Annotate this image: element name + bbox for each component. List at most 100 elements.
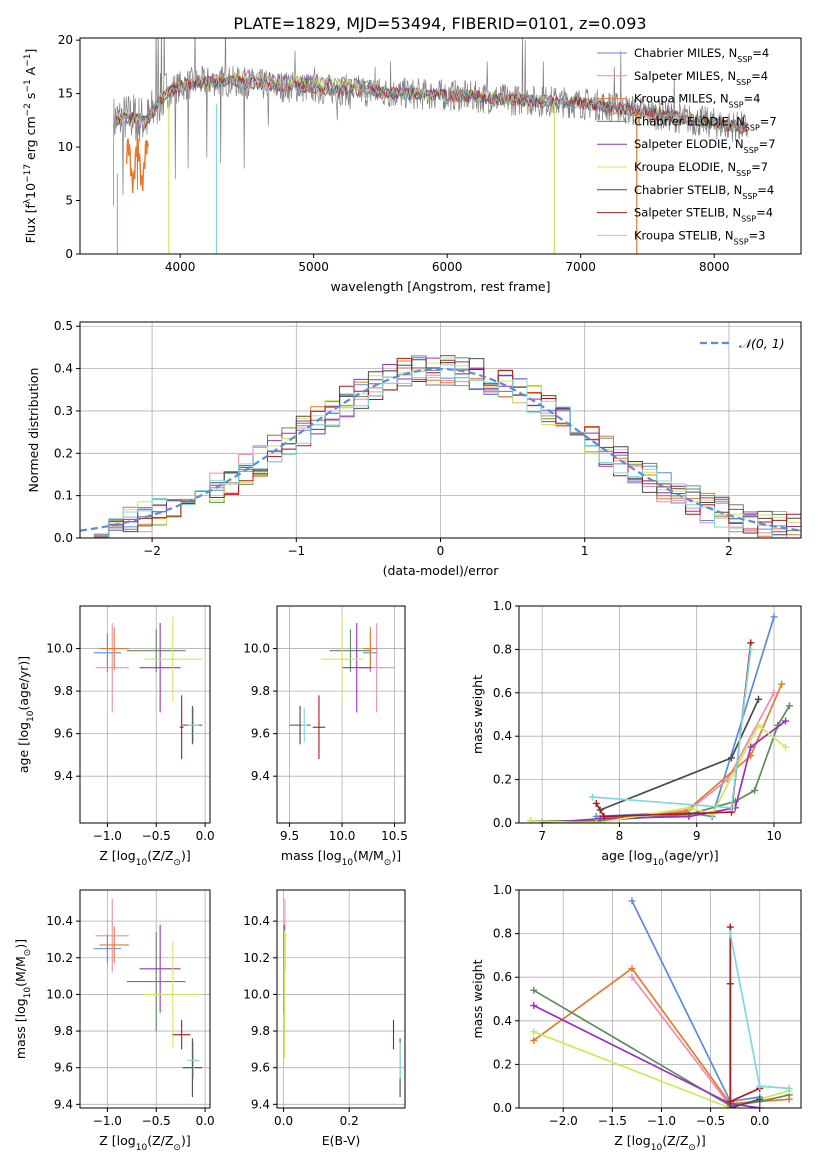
massweight_vs_Z-frame [518,889,802,1109]
spectrum-ylabel-part: −1 [23,54,33,67]
residuals-xtick-label: 0 [437,544,445,558]
residuals-ytick-label: 0.3 [54,404,73,418]
legend-subscript: SSP [744,146,759,155]
massweight_vs_age-ytick-label: 1.0 [493,599,512,613]
age_vs_Z-ytick-label: 9.6 [54,727,73,741]
age_vs_Z-xlabel-part: (Z/Z [147,848,173,863]
age_vs_Z-xtick-label: −1.0 [93,829,122,843]
legend-entry: Kroupa ELODIE, NSSP=7 [634,160,768,178]
massweight_vs_age-ytick-label: 0.2 [493,773,512,787]
spectrum-ytick-label: 20 [58,33,73,47]
massweight_vs_Z-ylabel: mass weight [470,959,485,1038]
massweight_vs_Z-ytick-label: 1.0 [493,883,512,897]
spectrum-xtick-label: 7000 [565,260,596,274]
mass_vs_Z-ytick-label: 9.4 [54,1097,73,1111]
massweight_vs_Z-xlabel-part: (Z/Z [662,1133,688,1148]
legend-nssp: =7 [751,160,768,174]
residuals-xtick-label: −2 [143,544,161,558]
age_vs_mass-ytick-label: 9.6 [251,727,270,741]
age_vs_Z-panel: −1.0 −0.5 0.09.49.69.810.0Z [log10(Z/Z⊙)]a… [16,605,215,868]
age_vs_Z-frame [79,605,211,824]
spectrum-ytick-label: 15 [58,87,73,101]
massweight-line [533,1030,790,1108]
age_vs_mass-xlabel-part: ⊙ [384,858,392,868]
massweight_vs_age-ytick-label: 0.8 [493,642,512,656]
massweight_vs_Z-ytick-label: 0.6 [493,970,512,984]
massweight_vs_age-xtick-label: 10 [766,829,781,843]
massweight_vs_Z-xlabel: Z [log10(Z/Z⊙)] [614,1133,705,1153]
spectrum-ylabel-part: s [23,93,38,104]
age_vs_mass-xlabel-part: (M/M [353,848,384,863]
massweight_vs_age-ylabel: mass weight [470,675,485,754]
age_vs_mass-xlabel-part: )] [391,848,401,863]
mass_vs_Z-ylabel-part: ⊙ [23,949,33,957]
age_vs_mass-ytick-label: 10.0 [243,642,270,656]
mass_vs_Z-frame [79,889,211,1109]
legend-entry: Salpeter ELODIE, NSSP=7 [634,137,776,155]
massweight_vs_Z-ytick-label: 0.4 [493,1014,512,1028]
age_vs_Z-xlabel-part: Z [log [99,848,135,863]
age_vs_mass-xlabel: mass [log10(M/M⊙)] [281,848,401,868]
massweight_vs_Z-panel: −2.0 −1.5 −1.0 −0.5 0.0 0.0 0.2 0.4 0.6 0.8 1.0 Z [… [470,883,802,1153]
age_vs_Z-ytick-label: 9.8 [54,684,73,698]
legend-series-name: Kroupa STELIB, N [634,228,734,242]
mass_vs_ebv-ytick-label: 9.4 [251,1097,270,1111]
age_vs_Z-ylabel-part: 10 [26,710,36,722]
mass_vs_Z-panel: −1.0 −0.5 0.09.49.69.810.010.210.4Z [log10… [13,889,215,1153]
mass_vs_ebv-panel: 0.0 0.2 9.4 9.6 9.8 10.0 10.2 10.4 E(B-V) [243,889,406,1148]
residual-histogram-salpeter-stelib [80,357,801,538]
mass_vs_ebv-xtick-label: 0.2 [340,1114,359,1128]
mass_vs_Z-xlabel-part: (Z/Z [147,1133,173,1148]
age_vs_Z-ytick-label: 10.0 [46,642,73,656]
age_vs_mass-ytick-label: 9.4 [251,769,270,783]
spectrum-ylabel-part: −2 [23,103,33,116]
mass_vs_Z-xtick-label: −1.0 [93,1114,122,1128]
mass_vs_Z-plot-area [93,899,203,1098]
legend-nssp: =4 [756,206,773,220]
massweight-line [530,705,791,822]
legend-subscript: SSP [736,77,751,86]
massweight_vs_Z-xtick-label: −1.0 [647,1114,676,1128]
massweight_vs_Z-xlabel-part: Z [log [614,1133,650,1148]
age_vs_Z-xlabel-part: )] [181,848,191,863]
legend-entry: Salpeter MILES, NSSP=4 [634,69,768,87]
spectrum-ytick-label: 0 [65,247,73,261]
age_vs_Z-xtick-label: 0.0 [196,829,215,843]
mass_vs_ebv-ytick-label: 10.0 [243,987,270,1001]
mass_vs_Z-ytick-label: 10.4 [46,914,73,928]
mass_vs_Z-xlabel-part: 10 [136,1143,148,1153]
residuals-ytick-label: 0.2 [54,446,73,460]
mass_vs_Z-ylabel: mass [log10(M/M⊙)] [13,939,33,1059]
mass_vs_Z-ylabel-part: )] [13,939,28,949]
massweight-line [729,983,760,1108]
legend-nssp: =7 [759,137,776,151]
spectrum-data-line [113,38,748,206]
spectrum-ylabel: Flux [fλ10−17 erg cm−2 s−1 A−1] [23,49,38,244]
spectrum-ytick-label: 5 [65,194,73,208]
mass_vs_Z-ytick-label: 10.2 [46,951,73,965]
age_vs_Z-xlabel-part: 10 [136,858,148,868]
massweight_vs_age-xtick-label: 8 [616,829,624,843]
age_vs_mass-frame [276,605,406,824]
mass_vs_Z-ylabel-part: mass [log [13,998,28,1059]
spectrum-model-line [113,75,748,132]
residuals-ylabel: Normed distribution [26,368,41,493]
normal-legend-label: 𝒩(0, 1) [739,336,785,351]
spectrum-ylabel-part: erg cm [23,116,38,164]
massweight_vs_Z-ytick-label: 0.2 [493,1057,512,1071]
age_vs_Z-xlabel-part: ⊙ [173,858,181,868]
massweight_vs_Z-xtick-label: −0.5 [696,1114,725,1128]
massweight_vs_age-plot-area [527,613,793,823]
age_vs_mass-xlabel-part: mass [log [281,848,342,863]
legend-series-name: Salpeter STELIB, N [634,206,741,220]
legend-series-name: Salpeter MILES, N [634,69,736,83]
legend-series-name: Chabrier STELIB, N [634,183,742,197]
massweight_vs_age-xtick-label: 9 [693,829,701,843]
age_vs_mass-xlabel-part: 10 [342,858,354,868]
age_vs_mass-ytick-label: 9.8 [251,684,270,698]
age_vs_Z-ylabel-part: age [log [16,722,31,773]
massweight_vs_age-xtick-label: 7 [538,829,546,843]
legend-entry: Kroupa STELIB, NSSP=3 [634,228,765,246]
